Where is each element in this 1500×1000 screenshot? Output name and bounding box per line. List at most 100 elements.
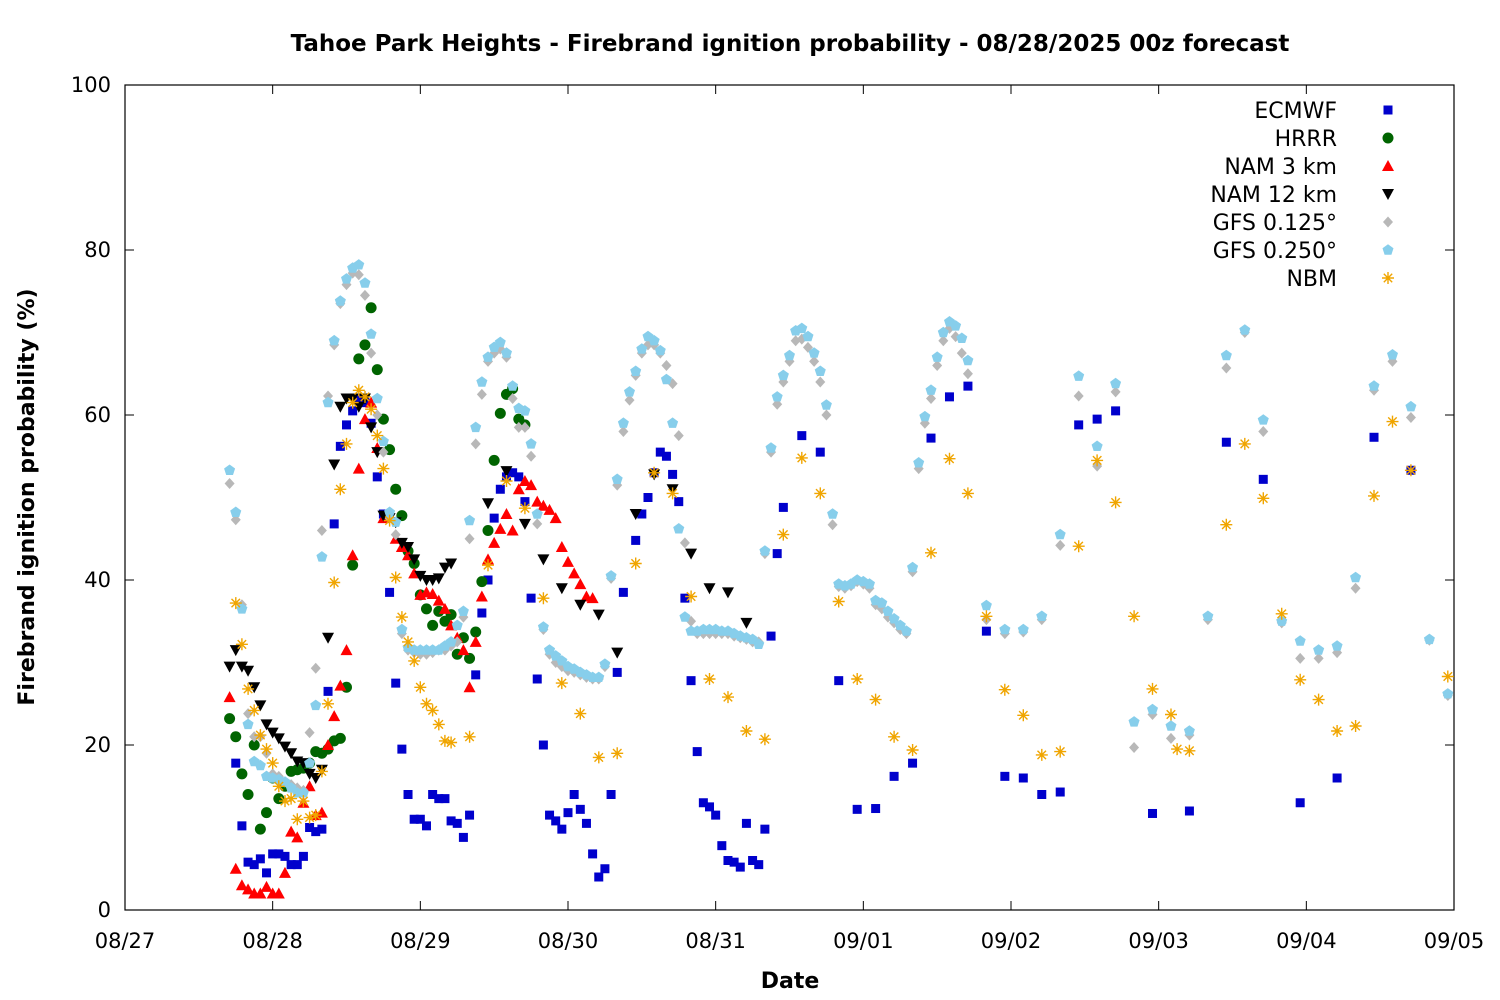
data-point <box>555 541 568 552</box>
data-point <box>1331 640 1343 651</box>
x-tick-label: 08/28 <box>242 929 303 953</box>
y-tick-label: 100 <box>71 73 111 97</box>
data-point <box>352 384 365 397</box>
data-point <box>235 638 248 651</box>
data-point <box>551 816 561 826</box>
data-point <box>795 451 808 464</box>
data-point <box>501 347 512 358</box>
x-tick-label: 09/01 <box>833 929 894 953</box>
data-point <box>414 570 427 582</box>
data-point <box>260 743 273 756</box>
data-point <box>999 623 1011 635</box>
data-point <box>1350 571 1362 583</box>
data-point <box>852 804 862 814</box>
data-point <box>809 355 820 367</box>
data-point <box>543 503 556 515</box>
data-point <box>463 681 476 693</box>
data-point <box>599 658 611 669</box>
y-tick-label: 20 <box>84 733 111 757</box>
data-point <box>1294 635 1306 646</box>
data-point <box>224 464 236 475</box>
data-point <box>385 587 395 597</box>
data-point <box>285 825 298 837</box>
data-point <box>537 499 550 511</box>
data-point <box>1092 414 1102 424</box>
data-point <box>260 880 273 892</box>
data-point <box>414 681 427 694</box>
data-point <box>624 394 635 406</box>
data-point <box>754 860 764 870</box>
data-point <box>415 814 425 824</box>
data-point <box>907 561 919 573</box>
data-point <box>432 573 445 585</box>
legend-marker <box>1382 160 1394 171</box>
data-point <box>876 597 888 608</box>
data-point <box>908 758 918 768</box>
data-point <box>341 273 352 284</box>
data-point <box>729 857 739 867</box>
data-point <box>280 851 290 861</box>
data-point <box>260 719 273 731</box>
data-point <box>906 744 919 756</box>
data-point <box>340 644 353 656</box>
data-point <box>526 593 536 603</box>
data-point <box>427 619 439 631</box>
data-point <box>685 590 698 603</box>
data-point <box>494 407 506 419</box>
data-point <box>482 351 494 362</box>
data-point <box>328 576 341 589</box>
data-point <box>359 339 371 351</box>
data-point <box>272 887 285 899</box>
data-point <box>1091 454 1104 467</box>
data-point <box>600 864 610 874</box>
y-tick-label: 40 <box>84 568 111 592</box>
data-point <box>814 365 826 376</box>
data-point <box>758 733 771 746</box>
data-point <box>353 353 365 365</box>
data-point <box>741 818 751 828</box>
data-point <box>1275 607 1288 620</box>
legend-label: NAM 12 km <box>1210 183 1337 208</box>
data-point <box>1368 380 1380 391</box>
data-point <box>261 807 273 819</box>
data-point <box>358 413 371 425</box>
data-point <box>532 674 542 684</box>
data-point <box>1110 377 1122 389</box>
data-point <box>777 528 790 541</box>
data-point <box>397 744 407 754</box>
data-point <box>434 794 444 804</box>
data-point <box>421 821 431 831</box>
data-point <box>630 365 642 376</box>
data-point <box>531 508 543 519</box>
data-point <box>538 740 548 750</box>
data-point <box>766 631 776 641</box>
data-point <box>980 599 992 611</box>
data-point <box>555 583 568 595</box>
data-point <box>680 593 690 603</box>
data-point <box>815 376 826 388</box>
data-point <box>482 559 494 572</box>
data-point <box>297 787 309 798</box>
data-point <box>494 522 507 534</box>
data-point <box>305 823 315 832</box>
data-point <box>871 804 881 814</box>
data-point <box>777 369 789 381</box>
data-point <box>432 718 445 731</box>
data-point <box>1220 349 1232 361</box>
data-point <box>562 555 574 567</box>
data-point <box>1148 808 1158 818</box>
data-point <box>592 609 605 621</box>
data-point <box>494 336 506 348</box>
data-point <box>648 334 660 346</box>
data-point <box>230 731 242 743</box>
data-point <box>248 739 260 751</box>
data-point <box>334 732 346 744</box>
data-point <box>956 347 967 359</box>
data-point <box>759 545 771 556</box>
data-point <box>359 390 371 403</box>
y-axis-label: Firebrand ignition probability (%) <box>15 288 40 705</box>
data-point <box>771 391 783 402</box>
data-point <box>229 862 242 874</box>
data-point <box>519 421 530 433</box>
data-point <box>372 472 382 482</box>
